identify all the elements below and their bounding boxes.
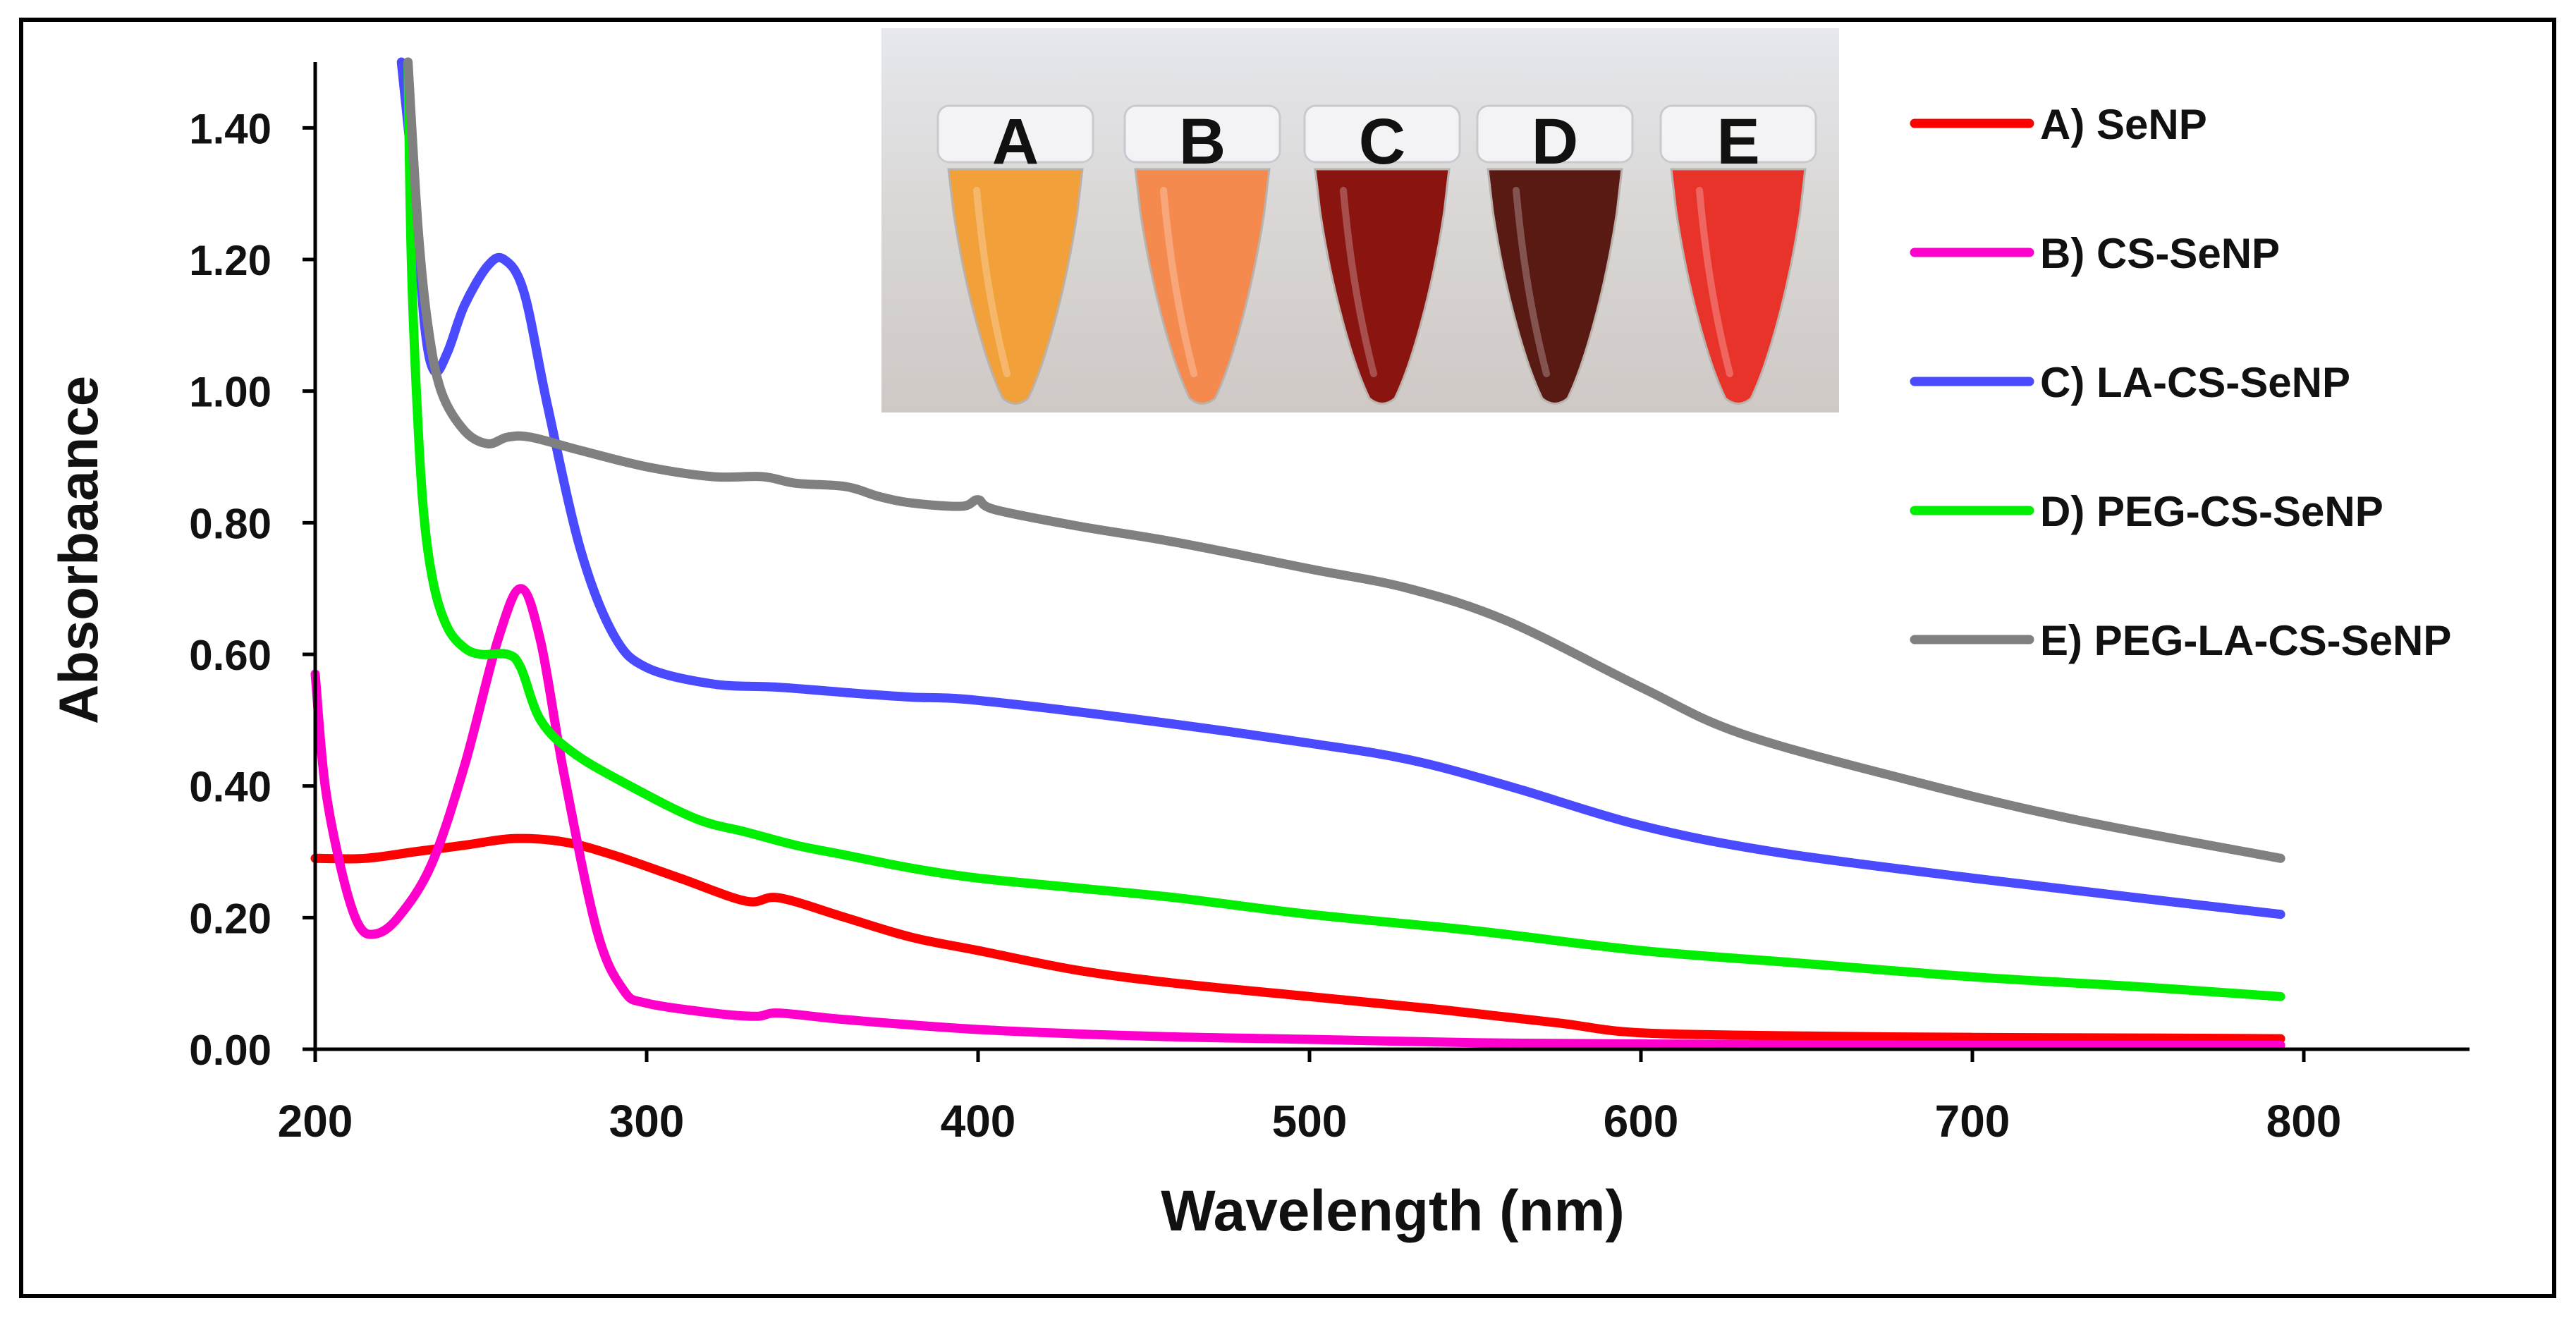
tube-cap xyxy=(1476,104,1634,164)
y-tick-label: 0.80 xyxy=(189,500,271,547)
tube-highlight xyxy=(1513,187,1550,377)
x-tick-label: 300 xyxy=(609,1096,685,1147)
y-tick-label: 0.20 xyxy=(189,895,271,942)
y-tick-label: 0.00 xyxy=(189,1027,271,1074)
series-line-4 xyxy=(403,57,2285,1001)
tube-liquid xyxy=(1134,168,1271,405)
y-tick-label: 1.00 xyxy=(189,369,271,416)
x-axis-label: Wavelength (nm) xyxy=(1161,1179,1625,1243)
series-line-1 xyxy=(310,833,2285,1044)
tube-cap xyxy=(1123,104,1281,164)
tube-highlight xyxy=(1160,187,1197,377)
tube-label: D xyxy=(1532,106,1578,178)
series-line-5 xyxy=(403,57,2285,863)
y-ticks: 0.00 0.20 0.40 0.60 0.80 1.00 1.20 1.40 xyxy=(189,105,315,1074)
y-tick-label: 0.60 xyxy=(189,632,271,679)
tube-label: A xyxy=(992,106,1039,178)
tube-highlight xyxy=(1340,187,1377,377)
tube-liquid xyxy=(947,168,1084,405)
legend-label: D) PEG-CS-SeNP xyxy=(2040,488,2383,535)
tube-highlight xyxy=(973,187,1011,377)
x-tick-label: 800 xyxy=(2266,1096,2342,1147)
tube-labels: A B C D E xyxy=(992,106,1760,178)
x-ticks: 200 300 400 500 600 700 800 xyxy=(278,1049,2342,1147)
x-tick-label: 200 xyxy=(278,1096,353,1147)
legend-label: C) LA-CS-SeNP xyxy=(2040,359,2350,406)
tube-liquid xyxy=(1670,168,1807,405)
tube-cap xyxy=(1659,104,1817,164)
tube-highlight xyxy=(1696,187,1733,377)
legend-label: B) CS-SeNP xyxy=(2040,230,2280,277)
tube-liquid xyxy=(1487,168,1623,405)
tube-liquid xyxy=(1314,168,1451,405)
legend: A) SeNP B) CS-SeNP C) LA-CS-SeNP D) PEG-CS-… xyxy=(1910,101,2451,664)
series-layer xyxy=(310,57,2285,1051)
series-line-2 xyxy=(310,584,2285,1051)
tube-cap xyxy=(1303,104,1461,164)
tube-label: B xyxy=(1179,106,1226,178)
x-tick-label: 500 xyxy=(1272,1096,1348,1147)
legend-label: E) PEG-LA-CS-SeNP xyxy=(2040,617,2451,664)
tube-label: C xyxy=(1359,106,1405,178)
tubes xyxy=(936,104,1817,405)
inset-photo: A B C D E xyxy=(881,28,1839,412)
x-tick-label: 600 xyxy=(1604,1096,1679,1147)
legend-label: A) SeNP xyxy=(2040,101,2207,148)
y-tick-label: 1.20 xyxy=(189,237,271,284)
series-line-3 xyxy=(396,57,2285,919)
tube-cap xyxy=(936,104,1094,164)
x-tick-label: 700 xyxy=(1935,1096,2010,1147)
x-tick-label: 400 xyxy=(941,1096,1016,1147)
y-tick-label: 1.40 xyxy=(189,105,271,152)
y-axis-label: Absorbaance xyxy=(47,376,109,724)
tube-label: E xyxy=(1716,106,1759,178)
y-tick-label: 0.40 xyxy=(189,764,271,811)
